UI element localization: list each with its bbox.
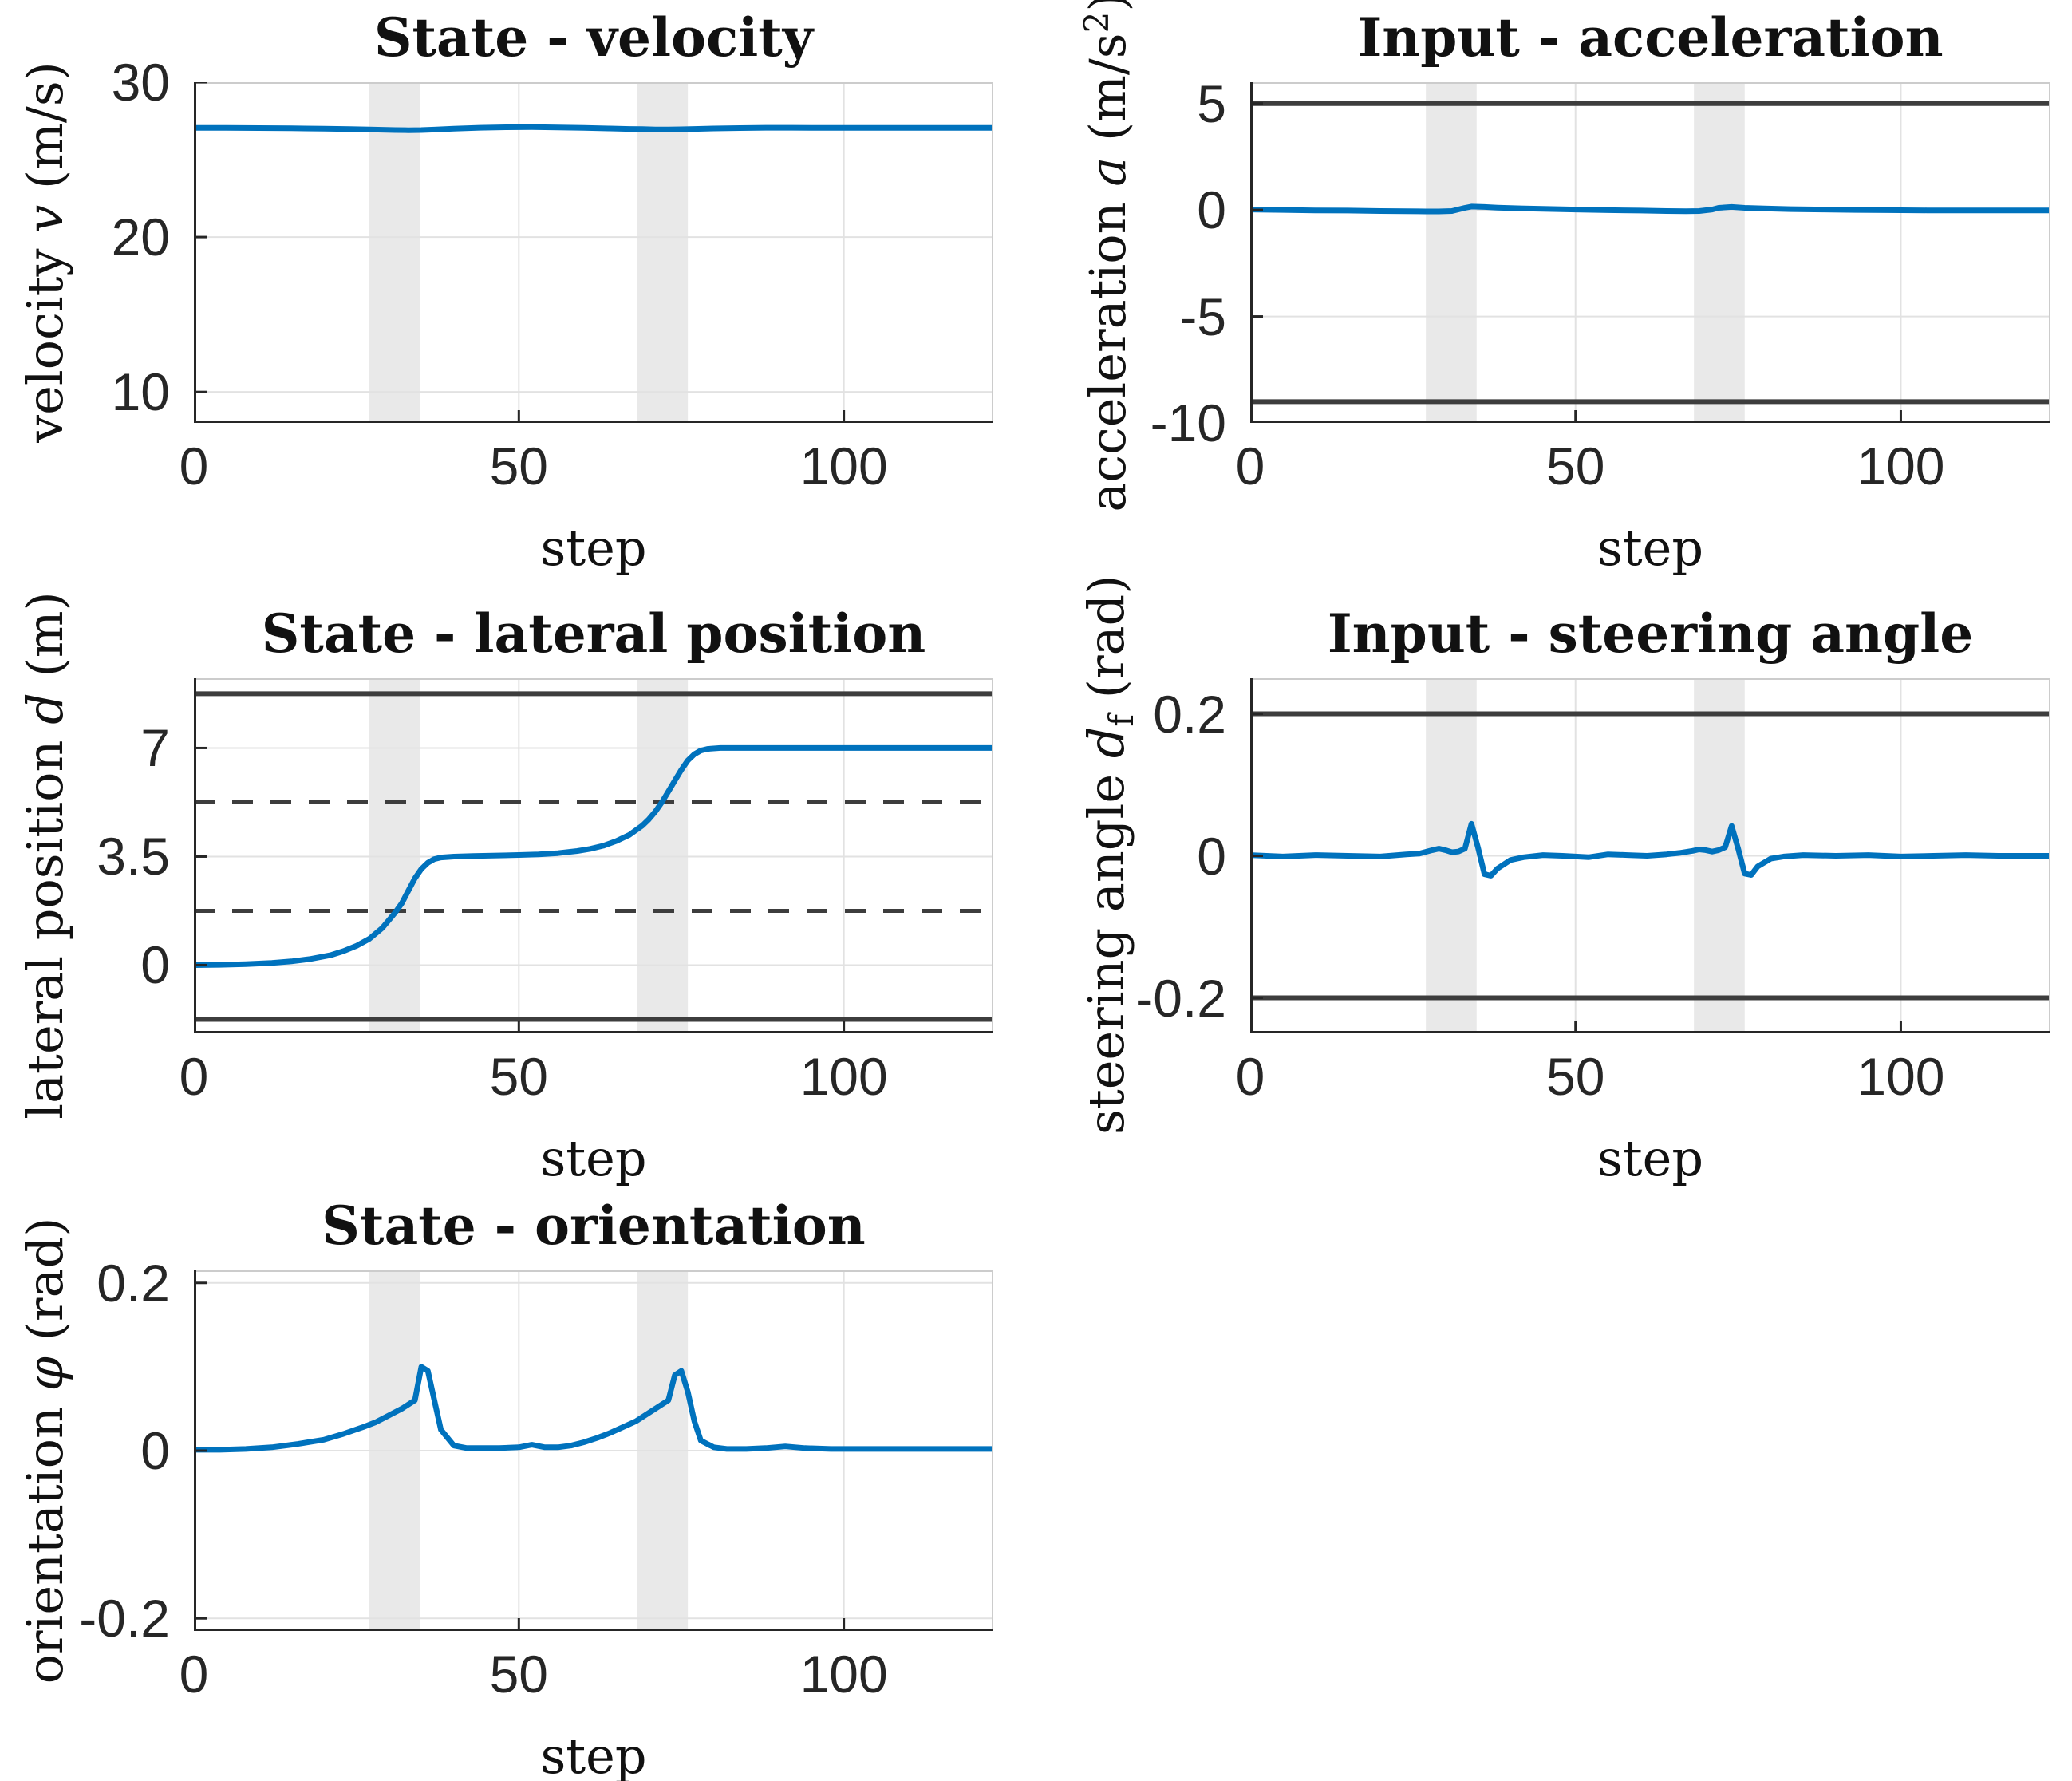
velocity-y-tick-label: 20 (111, 207, 170, 267)
velocity-x-tick-label: 0 (179, 436, 209, 496)
velocity-x-tick-label: 50 (489, 436, 549, 496)
acceleration-title: Input - acceleration (1357, 6, 1944, 69)
lateral-title: State - lateral position (261, 602, 926, 665)
highlight-band (1426, 82, 1477, 423)
lateral-y-tick-label: 0 (140, 935, 170, 995)
acceleration-y-tick-label: -10 (1150, 393, 1226, 452)
orientation-y-tick-label: 0.2 (97, 1253, 170, 1313)
velocity-xlabel: step (540, 519, 647, 577)
acceleration-xlabel: step (1596, 519, 1704, 577)
steering-x-tick-label: 50 (1546, 1047, 1605, 1106)
acceleration-x-tick-label: 0 (1235, 436, 1265, 496)
orientation-title: State - orientation (322, 1195, 866, 1257)
acceleration-x-tick-label: 50 (1546, 436, 1605, 496)
highlight-band (369, 82, 420, 423)
steering-y-tick-label: 0 (1197, 826, 1226, 886)
steering-ylabel-part: steering angle (1077, 758, 1135, 1135)
lateral-x-tick-label: 50 (489, 1047, 549, 1106)
steering-title: Input - steering angle (1327, 602, 1974, 665)
acceleration-y-tick-label: 0 (1197, 180, 1226, 240)
steering-series-line (1250, 820, 2050, 879)
lateral-plot-area (194, 678, 993, 1033)
velocity-y-tick-label: 30 (111, 53, 170, 112)
acceleration-ylabel-part: 2 (1077, 11, 1116, 34)
steering-y-tick-label: 0.2 (1153, 684, 1226, 744)
acceleration-series-line (1250, 203, 2050, 215)
velocity-plot-area (194, 82, 993, 423)
lateral-x-tick-label: 100 (799, 1047, 888, 1106)
velocity-y-tick-label: 10 (111, 362, 170, 422)
acceleration-x-tick-label: 100 (1857, 436, 1945, 496)
orientation-plot-area (194, 1270, 993, 1631)
lateral-ylabel-part: (m) (16, 591, 74, 693)
lateral-x-tick-label: 0 (179, 1047, 209, 1106)
highlight-band (637, 82, 689, 423)
lateral-ylabel-part: lateral position (16, 724, 74, 1120)
orientation-y-tick-label: -0.2 (79, 1589, 170, 1649)
steering-y-tick-label: -0.2 (1135, 968, 1226, 1028)
acceleration-ylabel-part: ) (1079, 0, 1138, 12)
acceleration-y-tick-label: 5 (1197, 73, 1226, 133)
orientation-x-tick-label: 0 (179, 1645, 209, 1704)
orientation-ylabel-part: φ (16, 1356, 74, 1392)
lateral-series-line (194, 744, 993, 968)
orientation-xlabel: step (540, 1727, 647, 1781)
highlight-band (1694, 82, 1745, 423)
lateral-xlabel: step (540, 1129, 647, 1187)
velocity-series-line (194, 124, 993, 133)
orientation-x-tick-label: 100 (799, 1645, 888, 1704)
lateral-y-tick-label: 7 (140, 718, 170, 778)
velocity-title: State - velocity (373, 6, 814, 69)
lateral-y-tick-label: 3.5 (97, 827, 170, 887)
steering-plot-area (1250, 678, 2050, 1033)
orientation-y-tick-label: 0 (140, 1421, 170, 1480)
steering-x-tick-label: 0 (1235, 1047, 1265, 1106)
orientation-x-tick-label: 50 (489, 1645, 549, 1704)
steering-x-tick-label: 100 (1857, 1047, 1945, 1106)
velocity-x-tick-label: 100 (799, 436, 888, 496)
steering-xlabel: step (1596, 1129, 1704, 1187)
orientation-series-line (194, 1364, 993, 1453)
acceleration-plot-area (1250, 82, 2050, 423)
acceleration-y-tick-label: -5 (1179, 286, 1226, 346)
